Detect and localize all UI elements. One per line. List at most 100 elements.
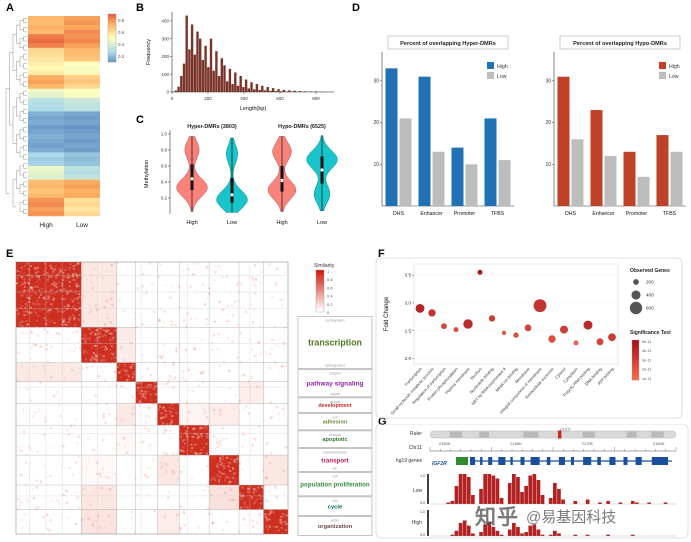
svg-text:Chr11: Chr11 [409,445,422,451]
svg-text:2180K: 2180K [653,441,665,446]
svg-text:DHS: DHS [565,211,576,217]
svg-text:400: 400 [240,96,248,101]
svg-text:Ruler: Ruler [410,431,422,437]
svg-text:High: High [186,220,197,226]
svg-text:30: 30 [545,78,551,84]
svg-text:3e-11: 3e-11 [642,358,651,362]
panel-label-g: G [378,416,387,428]
svg-text:3.5: 3.5 [405,273,412,278]
panel-d-overlap-barcharts: Percent of overlapping Hyper-DMRs 10 20 30 D… [373,35,686,217]
svg-text:2.0: 2.0 [405,356,412,361]
svg-text:400: 400 [161,18,169,23]
svg-text:1.0: 1.0 [420,474,425,478]
svg-text:TFBS: TFBS [491,211,505,217]
svg-text:0: 0 [327,310,330,315]
svg-text:0.4: 0.4 [327,294,333,299]
svg-text:Low: Low [497,74,507,80]
svg-text:development: development [318,403,351,409]
svg-text:800: 800 [312,96,320,101]
svg-text:5e-11: 5e-11 [642,340,651,344]
svg-text:Significance Test: Significance Test [630,330,671,336]
svg-text:300: 300 [161,36,169,41]
svg-text:1.0: 1.0 [161,132,168,137]
svg-text:transmembrane: transmembrane [323,451,347,455]
svg-text:1: 1 [327,269,330,274]
svg-text:Low: Low [317,220,327,226]
svg-text:population proliferation: population proliferation [300,481,370,488]
svg-text:process: process [329,433,341,437]
svg-text:10: 10 [545,162,551,168]
svg-text:apoptotic: apoptotic [322,437,347,443]
svg-text:1.0: 1.0 [420,510,425,514]
svg-text:Low: Low [227,220,237,226]
svg-text:Enhancer: Enhancer [420,211,442,217]
svg-text:muscle: muscle [330,400,341,404]
svg-text:Promoter: Promoter [454,211,476,217]
svg-text:transport: transport [321,457,348,464]
svg-text:1e-11: 1e-11 [642,377,651,381]
svg-text:Frequency: Frequency [146,39,152,65]
svg-text:Similarity: Similarity [314,263,335,269]
svg-text:0.2: 0.2 [327,302,333,307]
svg-text:pathway signaling: pathway signaling [306,380,363,387]
svg-text:600: 600 [276,96,284,101]
svg-text:400: 400 [646,293,654,298]
svg-text:0.2: 0.2 [161,196,168,201]
panel-label-a: A [6,2,14,14]
svg-text:600: 600 [646,306,654,311]
svg-text:cell: cell [332,415,337,419]
svg-text:nucleoplasm: nucleoplasm [325,319,344,323]
svg-text:2170K: 2170K [582,441,594,446]
svg-text:0.2: 0.2 [118,54,125,59]
svg-text:High: High [39,222,53,229]
svg-text:0.6: 0.6 [118,30,125,35]
svg-text:dysregulated: dysregulated [325,363,345,367]
svg-text:4e-11: 4e-11 [642,349,651,353]
watermark-account: @易基因科技 [526,508,617,526]
svg-text:0.8: 0.8 [161,148,168,153]
svg-text:TFBS: TFBS [663,211,677,217]
svg-text:receptor: receptor [329,371,342,375]
panel-label-d: D [352,2,360,14]
svg-text:0.8: 0.8 [327,277,333,282]
svg-text:Promoter: Promoter [626,211,648,217]
panel-label-c: C [136,114,144,126]
svg-text:2e-11: 2e-11 [642,368,651,372]
svg-text:High: High [497,64,508,70]
panel-c-methylation-violins: Hyper-DMRs (3803) Hypo-DMRs (6525) 0.2 0.4 0… [144,124,338,226]
svg-text:High: High [412,520,423,526]
svg-text:signal: signal [331,392,340,396]
svg-text:Hyper-DMRs (3803): Hyper-DMRs (3803) [187,124,237,130]
svg-text:0.4: 0.4 [161,180,168,185]
svg-text:2.5: 2.5 [405,328,412,333]
svg-text:ion: ion [333,467,338,471]
svg-text:Low: Low [669,74,679,80]
svg-text:2150K: 2150K [439,441,451,446]
svg-text:cell: cell [332,475,337,479]
svg-text:Percent of overlapping Hyper-D: Percent of overlapping Hyper-DMRs [400,41,496,47]
panel-label-f: F [378,248,385,260]
svg-text:200: 200 [646,280,654,285]
svg-text:Observed Genes: Observed Genes [630,268,670,274]
svg-text:cell: cell [332,499,337,503]
svg-text:Low: Low [76,222,88,229]
svg-text:Low: Low [413,488,423,494]
panel-label-e: E [6,248,14,260]
svg-text:0.4: 0.4 [118,42,125,47]
svg-text:Fold Change: Fold Change [384,296,390,331]
watermark: 知乎 @易基因科技 [475,501,616,531]
panel-a-dmr-heatmap: High Low 0.8 0.6 0.4 0.2 [5,13,125,229]
svg-text:0.0: 0.0 [420,501,425,505]
svg-text:0: 0 [166,90,169,95]
svg-text:200: 200 [161,54,169,59]
panel-label-b: B [136,2,144,14]
svg-text:Hypo-DMRs (6525): Hypo-DMRs (6525) [278,124,326,130]
svg-text:actin: actin [331,519,338,523]
svg-text:cycle: cycle [328,504,343,510]
panel-b-length-histogram: 0 100 200 300 400 0 200 400 600 800 Length(bp) Freq… [146,12,334,112]
svg-text:0.0: 0.0 [420,533,425,537]
svg-text:DHS: DHS [393,211,404,217]
